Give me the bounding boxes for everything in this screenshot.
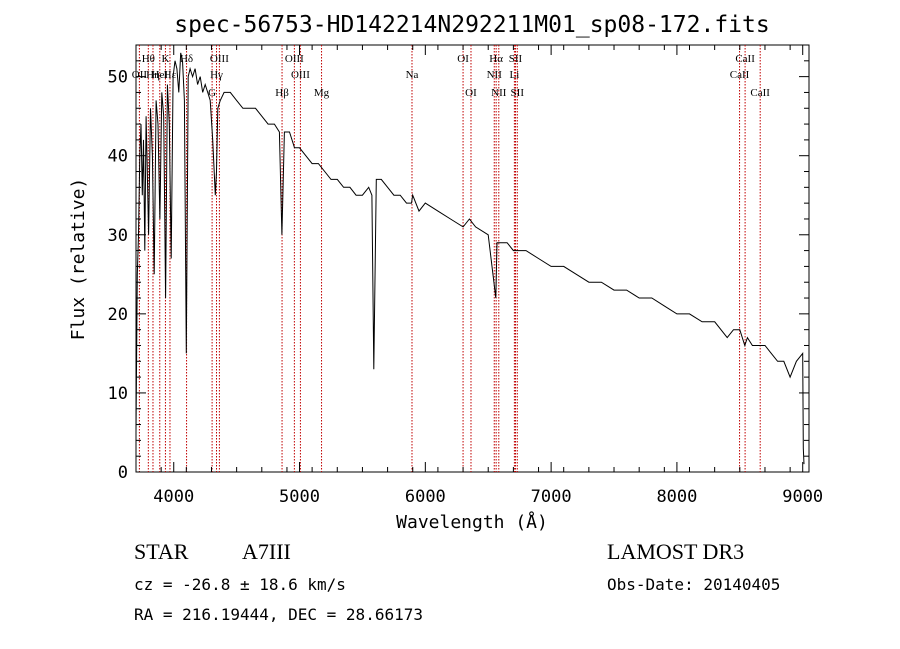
line-label: OIII — [210, 53, 229, 65]
line-label: OI — [457, 53, 469, 65]
line-label: SII — [509, 53, 523, 65]
axis-ticks: 4000 5000 6000 7000 8000 9000 0 10 20 30 40 50 — [108, 45, 823, 507]
line-label: Hε — [164, 69, 177, 81]
x-tick-label: 8000 — [656, 487, 697, 507]
line-label: CaII — [730, 69, 750, 81]
y-tick-label: 20 — [108, 305, 128, 325]
coordinates: RA = 216.19444, DEC = 28.66173 — [134, 605, 423, 624]
x-tick-label: 9000 — [782, 487, 823, 507]
line-markers — [138, 45, 761, 472]
line-label: OI — [465, 87, 477, 99]
chart-title: spec-56753-HD142214N292211M01_sp08-172.f… — [174, 12, 769, 38]
x-tick-label: 7000 — [531, 487, 572, 507]
redshift-velocity: cz = -26.8 ± 18.6 km/s — [134, 575, 346, 594]
line-label: OIII — [285, 53, 304, 65]
y-axis-label: Flux (relative) — [68, 178, 89, 341]
x-axis-label: Wavelength (Å) — [396, 511, 548, 533]
line-label: G — [208, 87, 216, 99]
line-label: Hβ — [275, 87, 289, 99]
line-label: Hη — [146, 69, 160, 81]
x-tick-label: 6000 — [405, 487, 446, 507]
line-label: Hδ — [180, 53, 193, 65]
x-tick-label: 5000 — [279, 487, 320, 507]
y-tick-label: 0 — [118, 463, 128, 483]
line-label: K — [161, 53, 169, 65]
x-tick-label: 4000 — [153, 487, 194, 507]
plot-frame — [135, 44, 810, 473]
line-label: SII — [511, 87, 525, 99]
line-label: Hγ — [210, 69, 223, 81]
observation-date: Obs-Date: 20140405 — [607, 575, 780, 594]
spectrum-line — [135, 52, 805, 465]
line-label: Hα — [489, 53, 503, 65]
line-label: Mg — [314, 87, 330, 99]
y-tick-label: 40 — [108, 147, 128, 167]
line-label: OII — [132, 69, 148, 81]
survey-name: LAMOST DR3 — [607, 539, 744, 564]
object-class: STAR — [134, 539, 189, 564]
y-tick-label: 30 — [108, 226, 128, 246]
line-label: NII — [491, 87, 507, 99]
line-label: Na — [406, 69, 419, 81]
line-label: Li — [509, 69, 519, 81]
line-label: HeI — [152, 69, 169, 81]
line-label: CaII — [750, 87, 770, 99]
line-label: NII — [487, 69, 503, 81]
line-label: Hθ — [142, 53, 155, 65]
spectral-subclass: A7III — [242, 539, 291, 564]
line-label: CaII — [735, 53, 755, 65]
line-label: OIII — [291, 69, 310, 81]
y-tick-label: 10 — [108, 384, 128, 404]
y-tick-label: 50 — [108, 68, 128, 88]
